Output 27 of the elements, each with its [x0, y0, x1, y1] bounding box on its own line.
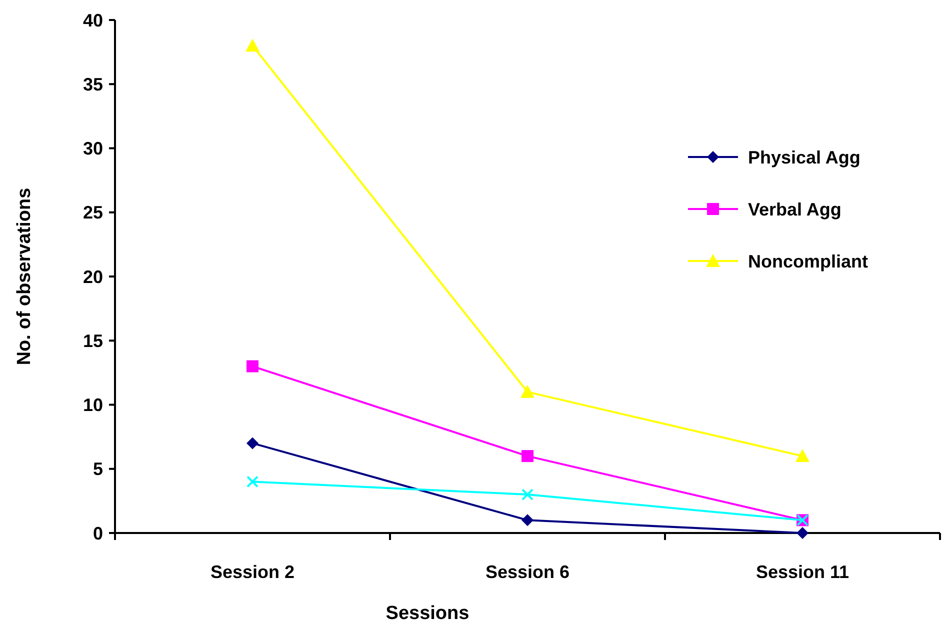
legend-label: Physical Agg — [748, 147, 860, 168]
legend-label: Noncompliant — [748, 251, 868, 272]
x-tick-label: Session 11 — [756, 562, 850, 582]
x-axis-title: Sessions — [386, 603, 470, 622]
y-tick-label: 25 — [82, 202, 103, 223]
y-tick-label: 15 — [82, 330, 103, 351]
y-tick-label: 20 — [82, 266, 103, 287]
point — [796, 527, 808, 539]
y-tick-label: 10 — [82, 395, 103, 416]
y-tick-label: 5 — [92, 459, 103, 480]
point — [246, 476, 258, 488]
point — [796, 449, 810, 462]
y-tick-label: 30 — [82, 138, 103, 159]
point — [520, 384, 534, 398]
point — [246, 38, 260, 52]
y-tick-label: 40 — [82, 10, 103, 30]
x-tick-label: Session 2 — [210, 562, 295, 582]
point — [522, 488, 534, 501]
y-tick-label: 0 — [92, 523, 103, 544]
y-axis-title: No. of observations — [14, 188, 35, 366]
point — [246, 437, 258, 450]
x-tick-label: Session 6 — [485, 562, 570, 582]
point — [522, 450, 534, 462]
point — [246, 360, 258, 372]
y-tick-label: 35 — [82, 74, 103, 94]
legend-label: Verbal Agg — [748, 199, 842, 220]
point — [522, 514, 534, 526]
